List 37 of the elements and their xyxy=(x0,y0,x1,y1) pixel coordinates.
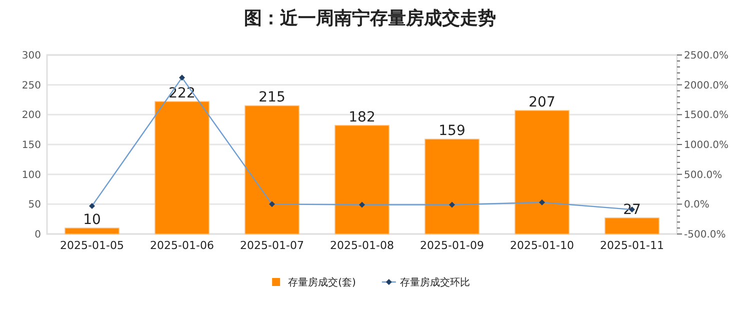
y-tick-label: 50 xyxy=(28,200,41,211)
bar xyxy=(424,138,480,234)
y-tick-label: 250 xyxy=(22,80,41,92)
y-tick-label: 300 xyxy=(22,50,41,62)
legend-label: 存量房成交(套) xyxy=(288,276,356,288)
data-label: 222 xyxy=(168,86,196,102)
chart-title: 图：近一周南宁存量房成交走势 xyxy=(244,8,496,29)
bar xyxy=(514,110,570,234)
y2-tick-label: 0.0% xyxy=(684,200,710,211)
bar xyxy=(64,228,120,234)
data-label: 159 xyxy=(438,123,466,140)
x-tick-label: 2025-01-06 xyxy=(150,239,214,252)
x-tick-label: 2025-01-05 xyxy=(60,239,124,252)
bar xyxy=(244,105,300,234)
data-label: 215 xyxy=(258,90,286,106)
y2-tick-label: -500.0% xyxy=(684,230,726,240)
data-label: 10 xyxy=(83,212,101,228)
x-tick-label: 2025-01-10 xyxy=(510,239,574,252)
y2-tick-label: 1000.0% xyxy=(684,140,728,151)
x-tick-label: 2025-01-11 xyxy=(600,239,664,252)
y-tick-label: 100 xyxy=(22,170,41,181)
y-tick-label: 0 xyxy=(34,230,41,240)
x-tick-label: 2025-01-07 xyxy=(240,239,304,252)
x-tick-label: 2025-01-08 xyxy=(330,239,394,252)
bar xyxy=(154,101,210,234)
y-tick-label: 150 xyxy=(22,140,41,151)
y2-tick-label: 500.0% xyxy=(684,170,722,181)
y2-tick-label: 1500.0% xyxy=(684,110,728,122)
bar xyxy=(334,125,390,234)
y-tick-label: 200 xyxy=(22,110,41,122)
y2-tick-label: 2500.0% xyxy=(684,50,728,62)
bar xyxy=(604,217,660,234)
data-label: 182 xyxy=(348,109,376,126)
data-label: 207 xyxy=(528,94,556,110)
x-tick-label: 2025-01-09 xyxy=(420,239,484,252)
legend-label: 存量房成交环比 xyxy=(400,276,470,288)
y2-tick-label: 2000.0% xyxy=(684,80,728,92)
